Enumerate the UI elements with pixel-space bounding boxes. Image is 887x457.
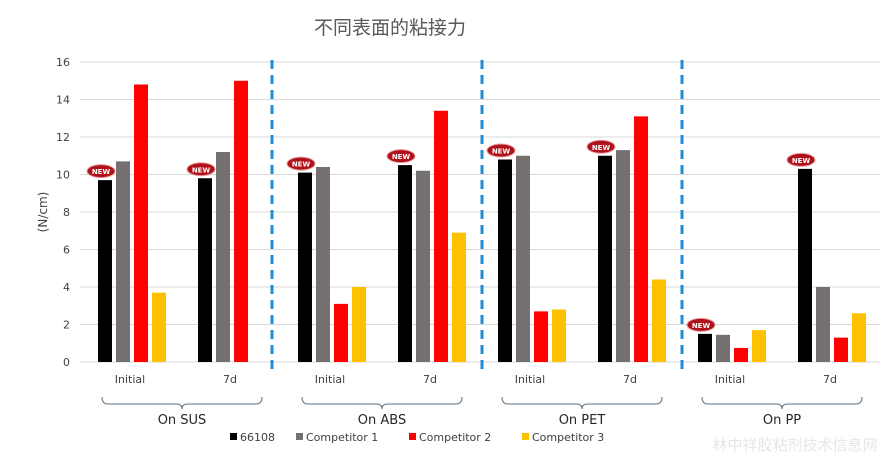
bar-competitor-1: [616, 150, 630, 362]
bar-competitor-1: [816, 287, 830, 362]
legend-label: 66108: [240, 431, 275, 444]
legend-swatch: [522, 433, 529, 440]
x-tick-label: 7d: [623, 373, 637, 386]
bar-competitor-2: [634, 116, 648, 362]
bar-competitor-1: [316, 167, 330, 362]
chart-title: 不同表面的粘接力: [314, 17, 466, 39]
bar-competitor-3: [752, 330, 766, 362]
bar-competitor-3: [352, 287, 366, 362]
group-brace: [701, 396, 863, 410]
bar-competitor-2: [534, 311, 548, 362]
y-tick-label: 2: [63, 319, 70, 332]
group-label: On PP: [763, 413, 801, 428]
legend-label: Competitor 1: [306, 431, 378, 444]
x-tick-label: Initial: [715, 373, 745, 386]
new-badge-icon: [286, 156, 316, 171]
bar-competitor-1: [516, 155, 530, 362]
new-badge-text: NEW: [292, 161, 311, 169]
new-badge-text: NEW: [392, 153, 411, 161]
bar-66108: [598, 155, 612, 362]
bar-competitor-2: [334, 303, 348, 362]
bar-competitor-3: [552, 309, 566, 362]
x-tick-label: Initial: [115, 373, 145, 386]
x-tick-label: 7d: [423, 373, 437, 386]
legend-swatch: [409, 433, 416, 440]
group-brace: [301, 396, 463, 410]
x-tick-label: Initial: [515, 373, 545, 386]
x-tick-label: 7d: [823, 373, 837, 386]
y-tick-label: 16: [56, 56, 70, 69]
new-badge-text: NEW: [92, 168, 111, 176]
legend-label: Competitor 2: [419, 431, 491, 444]
bar-66108: [298, 172, 312, 362]
bar-66108: [398, 165, 412, 362]
x-tick-label: Initial: [315, 373, 345, 386]
bar-66108: [798, 168, 812, 362]
bar-competitor-3: [852, 313, 866, 362]
new-badge-icon: [686, 317, 716, 332]
new-badge-icon: [386, 149, 416, 164]
bar-competitor-1: [416, 170, 430, 362]
legend-swatch: [230, 433, 237, 440]
y-tick-label: 10: [56, 169, 70, 182]
y-tick-label: 14: [56, 94, 70, 107]
y-tick-label: 0: [63, 356, 70, 369]
group-label: On SUS: [158, 413, 207, 428]
bar-competitor-1: [716, 334, 730, 362]
new-badge-icon: [86, 164, 116, 179]
group-brace: [101, 396, 263, 410]
y-tick-label: 12: [56, 131, 70, 144]
bar-competitor-3: [152, 292, 166, 362]
bar-competitor-1: [116, 161, 130, 362]
y-axis-label: (N/cm): [36, 192, 50, 233]
new-badge-icon: [486, 143, 516, 158]
new-badge-icon: [186, 162, 216, 177]
watermark: 林中祥胶粘剂技术信息网: [712, 436, 877, 454]
legend-swatch: [296, 433, 303, 440]
new-badge-text: NEW: [492, 148, 511, 156]
bar-competitor-2: [434, 110, 448, 362]
x-tick-label: 7d: [223, 373, 237, 386]
bar-66108: [698, 333, 712, 362]
new-badge-text: NEW: [592, 144, 611, 152]
bar-66108: [98, 180, 112, 362]
new-badge-icon: [586, 139, 616, 154]
bar-competitor-2: [234, 80, 248, 362]
y-tick-label: 8: [63, 206, 70, 219]
bar-competitor-1: [216, 152, 230, 362]
bar-competitor-3: [452, 232, 466, 362]
group-label: On PET: [559, 413, 606, 428]
bar-competitor-2: [734, 347, 748, 362]
bar-66108: [198, 178, 212, 362]
bar-competitor-3: [652, 279, 666, 362]
new-badge-icon: [786, 152, 816, 167]
group-label: On ABS: [358, 413, 406, 428]
bar-66108: [498, 159, 512, 362]
bar-competitor-2: [134, 84, 148, 362]
group-brace: [501, 396, 663, 410]
legend-label: Competitor 3: [532, 431, 604, 444]
y-tick-label: 4: [63, 281, 70, 294]
new-badge-text: NEW: [792, 157, 811, 165]
bar-competitor-2: [834, 337, 848, 362]
y-tick-label: 6: [63, 244, 70, 257]
new-badge-text: NEW: [192, 166, 211, 174]
new-badge-text: NEW: [692, 322, 711, 330]
